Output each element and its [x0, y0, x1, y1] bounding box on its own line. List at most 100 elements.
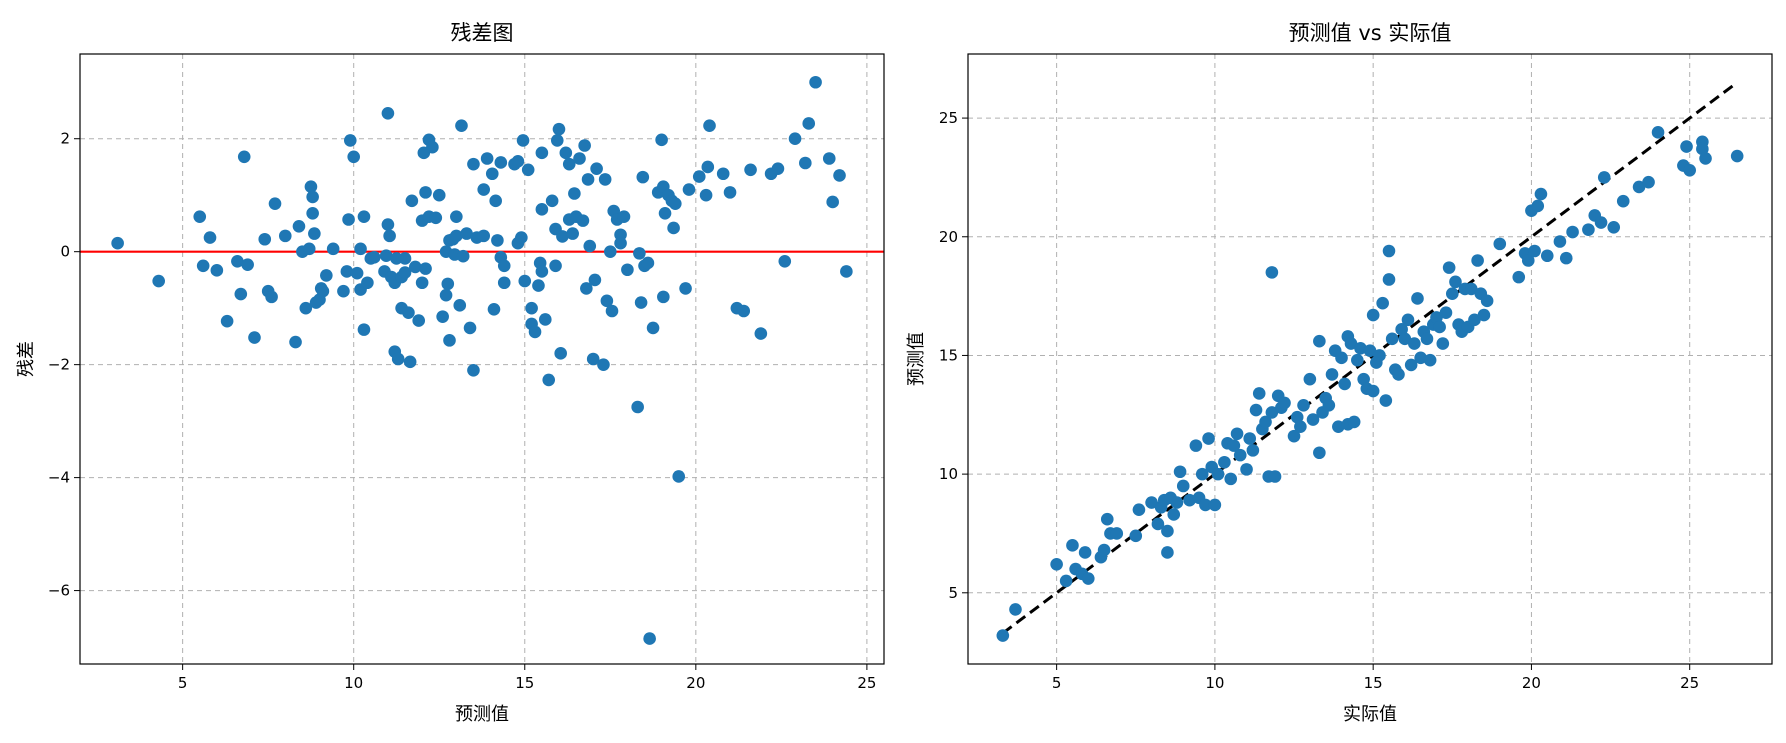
data-point — [391, 352, 405, 366]
data-point — [1398, 332, 1412, 346]
data-point — [1303, 372, 1317, 386]
data-point — [467, 157, 480, 171]
data-point — [535, 265, 549, 278]
data-point — [1306, 413, 1320, 426]
data-point — [1493, 237, 1507, 251]
x-tick-label: 10 — [344, 674, 363, 692]
data-point — [237, 150, 251, 164]
data-point — [657, 290, 670, 304]
x-tick-label: 20 — [1522, 674, 1541, 692]
data-point — [1202, 432, 1215, 445]
data-point — [1161, 546, 1174, 559]
data-point — [1699, 152, 1712, 165]
data-point — [516, 134, 530, 147]
data-point — [518, 274, 532, 288]
data-point — [778, 254, 792, 268]
data-point — [350, 266, 364, 280]
data-point — [1009, 603, 1022, 616]
data-point — [1395, 323, 1408, 336]
data-point — [515, 231, 528, 244]
data-point — [467, 363, 480, 377]
data-point — [299, 301, 313, 315]
data-point — [1683, 164, 1697, 177]
data-point — [1195, 467, 1209, 481]
data-point — [415, 276, 429, 290]
data-point — [289, 335, 302, 349]
data-point — [1468, 313, 1481, 327]
data-point — [588, 273, 602, 287]
data-point — [210, 264, 224, 277]
data-point — [357, 210, 371, 223]
data-point — [316, 284, 330, 298]
data-point — [521, 163, 535, 177]
data-point — [487, 302, 501, 316]
data-point — [248, 331, 261, 344]
data-point — [1081, 572, 1095, 585]
data-point — [1132, 503, 1146, 517]
data-point — [1439, 306, 1453, 320]
data-point — [703, 119, 716, 133]
data-point — [343, 134, 357, 147]
data-point — [489, 194, 502, 208]
data-point — [1607, 220, 1621, 234]
y-tick-label: −4 — [48, 469, 70, 487]
data-point — [1531, 199, 1545, 213]
data-point — [342, 213, 355, 226]
data-point — [361, 276, 374, 290]
data-point — [241, 258, 254, 271]
y-tick-label: 10 — [939, 465, 958, 483]
data-point — [443, 334, 456, 347]
data-point — [1404, 358, 1418, 372]
data-point — [220, 314, 234, 328]
data-point — [1110, 527, 1124, 540]
data-point — [1313, 446, 1326, 460]
data-point — [381, 107, 395, 120]
data-point — [306, 206, 319, 220]
data-point — [1199, 498, 1212, 512]
data-point — [357, 323, 371, 336]
y-tick-label: 2 — [60, 130, 70, 148]
data-point — [538, 313, 552, 326]
data-point — [1218, 455, 1231, 469]
data-point — [1382, 244, 1396, 258]
data-point — [646, 321, 660, 335]
data-point — [682, 183, 696, 196]
data-point — [1344, 337, 1358, 350]
data-point — [1651, 126, 1665, 139]
data-point — [598, 173, 612, 186]
data-point — [1392, 368, 1405, 381]
data-point — [545, 194, 559, 208]
chart-title: 预测值 vs 实际值 — [1289, 21, 1452, 45]
data-point — [1471, 254, 1484, 267]
data-point — [1566, 225, 1579, 239]
data-point — [1211, 467, 1225, 481]
data-point — [1512, 270, 1526, 284]
data-point — [340, 265, 354, 278]
data-point — [419, 186, 432, 199]
data-point — [568, 187, 581, 200]
data-point — [485, 167, 499, 181]
data-point — [532, 279, 545, 292]
data-point — [559, 146, 573, 160]
data-point — [535, 203, 549, 216]
data-point — [477, 229, 491, 243]
y-tick-label: −2 — [48, 356, 70, 374]
data-point — [822, 152, 836, 165]
data-point — [1078, 546, 1092, 559]
data-point — [1290, 410, 1304, 424]
identity-reference-line — [1001, 81, 1739, 635]
data-point — [597, 358, 610, 371]
data-point — [450, 229, 463, 243]
data-point — [633, 247, 646, 260]
data-point — [1230, 427, 1244, 441]
data-point — [658, 206, 672, 220]
data-point — [320, 269, 333, 282]
data-point — [788, 132, 802, 146]
data-point — [196, 259, 210, 273]
data-point — [605, 304, 619, 318]
data-point — [576, 214, 590, 227]
data-point — [302, 242, 316, 256]
data-point — [1477, 308, 1491, 322]
data-point — [636, 170, 650, 184]
